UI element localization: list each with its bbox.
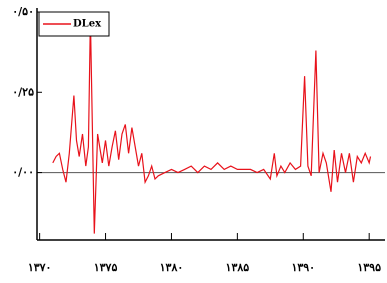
y-tick-label: ۰/۵۰ xyxy=(12,5,34,18)
data-line xyxy=(53,18,371,233)
x-tick-label: ۱۳۹۵ xyxy=(357,261,381,274)
legend-label: DLex xyxy=(73,19,102,30)
x-tick-label: ۱۳۸۰ xyxy=(160,261,184,274)
x-tick-label: ۱۳۷۵ xyxy=(94,261,118,274)
x-tick-label: ۱۳۸۵ xyxy=(226,261,250,274)
y-tick-label: ۰/۲۵ xyxy=(12,85,34,98)
chart: ۰/۰۰ ۰/۲۵ ۰/۵۰ ۱۳۷۰ ۱۳۷۵ ۱۳۸۰ ۱۳۸۵ ۱۳۹۰ ۱۳۹۵ DLex xyxy=(0,0,387,283)
y-tick-label: ۰/۰۰ xyxy=(12,166,34,179)
x-tick-label: ۱۳۹۰ xyxy=(291,261,315,274)
x-tick-label: ۱۳۷۰ xyxy=(28,261,52,274)
